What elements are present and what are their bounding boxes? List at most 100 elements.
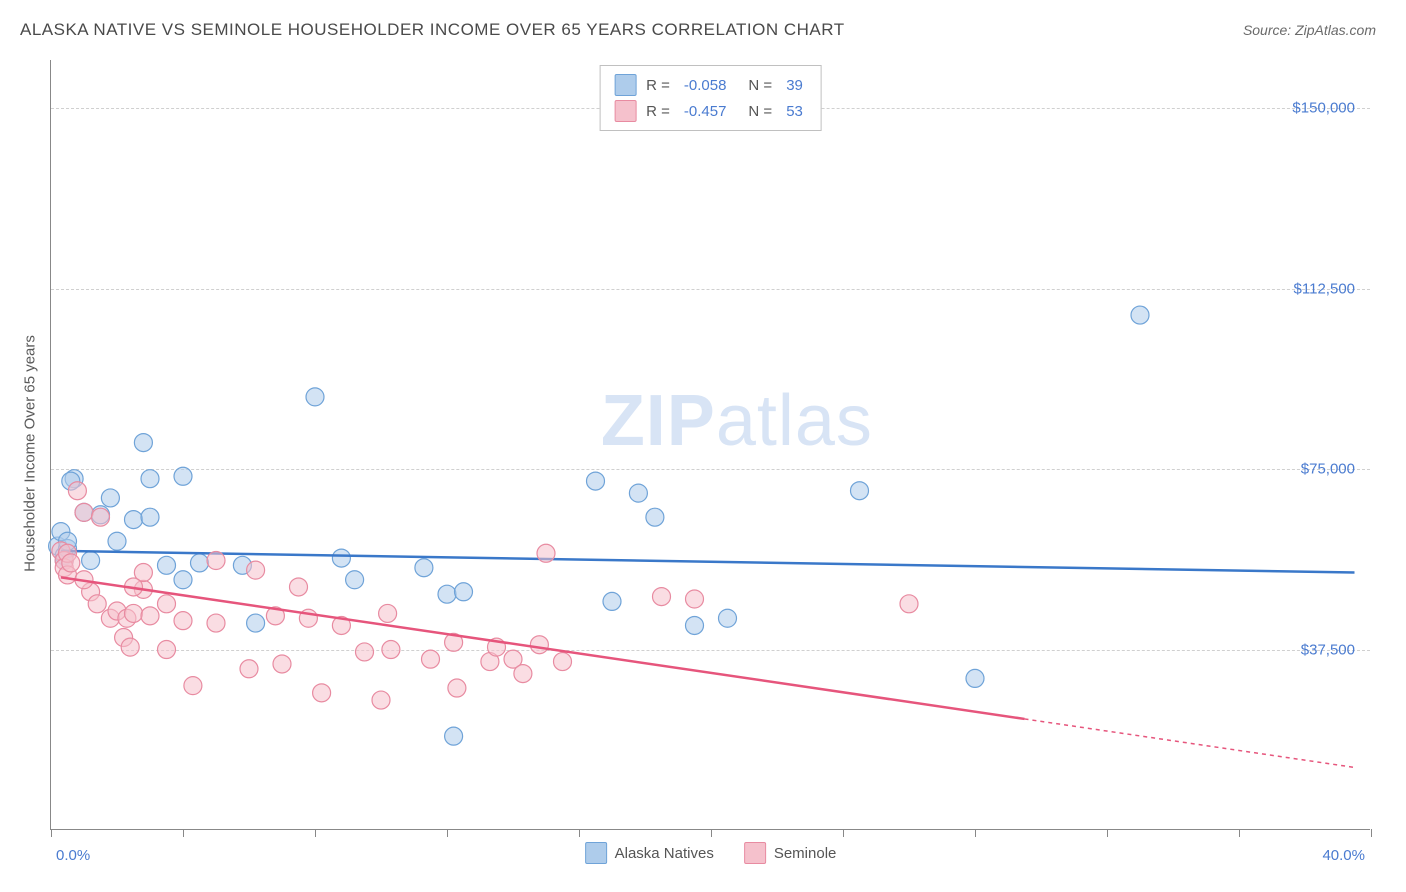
scatter-point xyxy=(141,470,159,488)
scatter-point xyxy=(306,388,324,406)
x-tick xyxy=(711,829,712,837)
scatter-point xyxy=(372,691,390,709)
x-tick xyxy=(975,829,976,837)
legend-r-label-0: R = xyxy=(646,77,670,94)
x-tick xyxy=(843,829,844,837)
scatter-point xyxy=(247,614,265,632)
scatter-point xyxy=(686,590,704,608)
x-axis-max-label: 40.0% xyxy=(1322,847,1365,864)
x-tick xyxy=(447,829,448,837)
series-name-alaska: Alaska Natives xyxy=(615,845,714,862)
scatter-point xyxy=(554,653,572,671)
scatter-point xyxy=(537,544,555,562)
scatter-point xyxy=(448,679,466,697)
scatter-point xyxy=(686,616,704,634)
scatter-point xyxy=(629,484,647,502)
scatter-point xyxy=(966,669,984,687)
scatter-point xyxy=(379,604,397,622)
scatter-point xyxy=(174,571,192,589)
series-name-seminole: Seminole xyxy=(774,845,837,862)
x-tick xyxy=(1371,829,1372,837)
plot-area: ZIPatlas $37,500$75,000$112,500$150,000 … xyxy=(50,60,1370,830)
scatter-point xyxy=(207,552,225,570)
scatter-point xyxy=(207,614,225,632)
scatter-point xyxy=(88,595,106,613)
legend-n-value-1: 53 xyxy=(786,103,803,120)
scatter-point xyxy=(438,585,456,603)
scatter-point xyxy=(108,532,126,550)
scatter-point xyxy=(141,607,159,625)
x-tick xyxy=(315,829,316,837)
scatter-point xyxy=(125,604,143,622)
scatter-point xyxy=(415,559,433,577)
scatter-point xyxy=(82,552,100,570)
scatter-point xyxy=(92,508,110,526)
scatter-point xyxy=(134,434,152,452)
chart-title: ALASKA NATIVE VS SEMINOLE HOUSEHOLDER IN… xyxy=(20,20,845,40)
scatter-point xyxy=(653,588,671,606)
trend-line-dashed xyxy=(1025,719,1355,767)
series-legend-seminole: Seminole xyxy=(744,842,837,864)
scatter-point xyxy=(75,503,93,521)
legend-n-label-0: N = xyxy=(748,77,772,94)
correlation-legend: R = -0.058 N = 39 R = -0.457 N = 53 xyxy=(599,65,822,131)
legend-r-value-0: -0.058 xyxy=(684,77,727,94)
legend-swatch-alaska xyxy=(614,74,636,96)
series-swatch-alaska xyxy=(585,842,607,864)
trend-line xyxy=(61,577,1025,719)
x-axis-min-label: 0.0% xyxy=(56,847,90,864)
x-tick xyxy=(579,829,580,837)
legend-swatch-seminole xyxy=(614,100,636,122)
scatter-point xyxy=(382,641,400,659)
scatter-point xyxy=(121,638,139,656)
legend-n-value-0: 39 xyxy=(786,77,803,94)
x-tick xyxy=(183,829,184,837)
scatter-point xyxy=(1131,306,1149,324)
scatter-point xyxy=(313,684,331,702)
legend-r-value-1: -0.457 xyxy=(684,103,727,120)
scatter-point xyxy=(62,554,80,572)
scatter-point xyxy=(530,636,548,654)
scatter-point xyxy=(445,727,463,745)
chart-container: Householder Income Over 65 years ZIPatla… xyxy=(50,60,1370,830)
legend-n-label-1: N = xyxy=(748,103,772,120)
legend-r-label-1: R = xyxy=(646,103,670,120)
scatter-point xyxy=(603,592,621,610)
scatter-point xyxy=(273,655,291,673)
series-legend: Alaska Natives Seminole xyxy=(585,842,837,864)
scatter-point xyxy=(514,665,532,683)
scatter-point xyxy=(174,612,192,630)
scatter-point xyxy=(455,583,473,601)
scatter-point xyxy=(141,508,159,526)
scatter-point xyxy=(158,595,176,613)
y-axis-label: Householder Income Over 65 years xyxy=(22,335,39,572)
chart-source: Source: ZipAtlas.com xyxy=(1243,22,1376,38)
scatter-point xyxy=(356,643,374,661)
scatter-point xyxy=(422,650,440,668)
scatter-point xyxy=(332,549,350,567)
scatter-point xyxy=(174,467,192,485)
x-tick xyxy=(1239,829,1240,837)
scatter-point xyxy=(646,508,664,526)
legend-row-seminole: R = -0.457 N = 53 xyxy=(614,98,807,124)
series-swatch-seminole xyxy=(744,842,766,864)
legend-row-alaska: R = -0.058 N = 39 xyxy=(614,72,807,98)
scatter-point xyxy=(851,482,869,500)
scatter-point xyxy=(587,472,605,490)
scatter-point xyxy=(158,556,176,574)
scatter-point xyxy=(101,489,119,507)
scatter-point xyxy=(125,511,143,529)
scatter-point xyxy=(719,609,737,627)
series-legend-alaska: Alaska Natives xyxy=(585,842,714,864)
scatter-point xyxy=(240,660,258,678)
scatter-point xyxy=(247,561,265,579)
scatter-point xyxy=(346,571,364,589)
scatter-point xyxy=(290,578,308,596)
scatter-point xyxy=(191,554,209,572)
scatter-point xyxy=(158,641,176,659)
scatter-svg xyxy=(51,60,1370,829)
x-tick xyxy=(51,829,52,837)
scatter-point xyxy=(68,482,86,500)
scatter-point xyxy=(900,595,918,613)
scatter-point xyxy=(184,677,202,695)
